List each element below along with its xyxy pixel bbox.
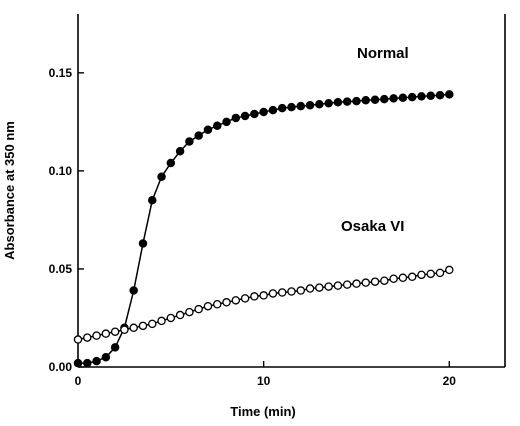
- data-point-osaka-vi: [129, 323, 138, 333]
- data-point-normal: [287, 102, 296, 112]
- data-point-osaka-vi: [185, 307, 194, 317]
- data-point-osaka-vi: [370, 277, 380, 286]
- data-point-normal: [175, 147, 185, 156]
- data-point-osaka-vi: [389, 274, 398, 283]
- data-point-osaka-vi: [148, 319, 157, 329]
- axes: [77, 14, 506, 368]
- data-point-normal: [296, 101, 306, 111]
- series-label-osaka-vi: Osaka VI: [341, 218, 404, 235]
- data-point-osaka-vi: [324, 282, 333, 291]
- data-point-normal: [352, 96, 361, 106]
- y-axis-title: Absorbance at 350 nm: [2, 121, 17, 260]
- y-tick-label: 0.10: [49, 164, 73, 178]
- data-point-osaka-vi: [277, 288, 287, 297]
- data-point-normal: [101, 352, 111, 362]
- data-point-osaka-vi: [157, 316, 166, 326]
- data-point-osaka-vi: [101, 329, 111, 338]
- data-point-osaka-vi: [305, 284, 315, 293]
- x-axis-title: Time (min): [230, 404, 296, 419]
- data-point-osaka-vi: [426, 269, 435, 279]
- data-point-osaka-vi: [259, 291, 268, 300]
- data-point-normal: [407, 92, 417, 102]
- data-point-osaka-vi: [212, 299, 222, 309]
- data-point-osaka-vi: [194, 304, 203, 314]
- data-point-osaka-vi: [175, 310, 185, 320]
- data-point-osaka-vi: [342, 280, 352, 289]
- data-point-osaka-vi: [296, 286, 306, 295]
- data-point-normal: [250, 109, 259, 119]
- data-point-normal: [324, 98, 333, 108]
- data-point-osaka-vi: [250, 292, 259, 301]
- data-point-osaka-vi: [380, 276, 389, 285]
- data-point-normal: [380, 94, 389, 104]
- data-point-normal: [435, 90, 445, 100]
- data-point-normal: [194, 131, 203, 140]
- series-label-normal: Normal: [357, 45, 409, 62]
- plot-area: [73, 90, 454, 368]
- y-tick-label: 0.00: [49, 360, 73, 374]
- data-point-normal: [426, 91, 435, 101]
- data-point-normal: [370, 95, 380, 104]
- data-point-normal: [277, 103, 287, 113]
- data-point-normal: [110, 343, 120, 352]
- data-point-osaka-vi: [333, 281, 343, 290]
- data-point-osaka-vi: [110, 327, 120, 336]
- data-point-normal: [138, 239, 148, 248]
- data-point-osaka-vi: [435, 268, 445, 278]
- data-point-osaka-vi: [287, 287, 296, 296]
- data-point-osaka-vi: [417, 270, 426, 280]
- y-tick-label: 0.15: [49, 66, 73, 80]
- data-point-osaka-vi: [138, 321, 148, 331]
- data-point-normal: [305, 100, 315, 110]
- data-point-osaka-vi: [231, 296, 241, 305]
- data-point-normal: [342, 97, 352, 106]
- data-point-normal: [268, 105, 278, 115]
- y-tick-label: 0.05: [49, 262, 73, 276]
- data-point-osaka-vi: [203, 301, 213, 311]
- data-point-osaka-vi: [268, 289, 278, 298]
- data-point-normal: [212, 121, 222, 131]
- data-point-osaka-vi: [361, 278, 371, 287]
- data-point-osaka-vi: [407, 272, 417, 282]
- data-point-normal: [445, 90, 454, 99]
- data-point-osaka-vi: [398, 273, 408, 283]
- data-point-normal: [259, 107, 268, 117]
- data-point-normal: [361, 96, 371, 105]
- data-point-osaka-vi: [445, 265, 454, 275]
- data-point-osaka-vi: [315, 283, 324, 292]
- data-point-normal: [157, 172, 166, 182]
- data-point-normal: [389, 94, 398, 103]
- data-point-osaka-vi: [222, 298, 231, 307]
- data-point-osaka-vi: [120, 325, 129, 334]
- x-tick-label: 0: [75, 374, 82, 388]
- data-point-normal: [83, 358, 92, 368]
- ticks: 0.00 0.05 0.10 0.15 0 10 20: [49, 66, 457, 388]
- data-point-osaka-vi: [352, 279, 361, 288]
- data-point-normal: [333, 98, 343, 107]
- data-point-osaka-vi: [73, 335, 83, 344]
- data-point-osaka-vi: [83, 333, 92, 342]
- data-point-normal: [166, 158, 176, 168]
- x-tick-label: 20: [443, 374, 457, 388]
- data-point-normal: [240, 111, 250, 121]
- x-tick-label: 10: [257, 374, 271, 388]
- data-point-normal: [129, 286, 138, 295]
- data-point-normal: [185, 137, 194, 146]
- data-point-normal: [231, 113, 241, 123]
- data-point-normal: [203, 125, 213, 134]
- data-point-osaka-vi: [166, 313, 176, 323]
- data-point-normal: [222, 117, 231, 127]
- data-point-normal: [148, 196, 157, 205]
- data-point-normal: [398, 93, 408, 102]
- data-point-normal: [73, 358, 83, 368]
- data-point-normal: [92, 356, 101, 366]
- data-point-normal: [315, 99, 324, 109]
- data-point-osaka-vi: [92, 331, 101, 340]
- data-point-osaka-vi: [240, 294, 250, 303]
- data-point-normal: [417, 92, 426, 101]
